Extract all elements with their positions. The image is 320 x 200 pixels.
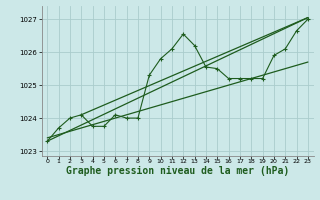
X-axis label: Graphe pression niveau de la mer (hPa): Graphe pression niveau de la mer (hPa): [66, 166, 289, 176]
